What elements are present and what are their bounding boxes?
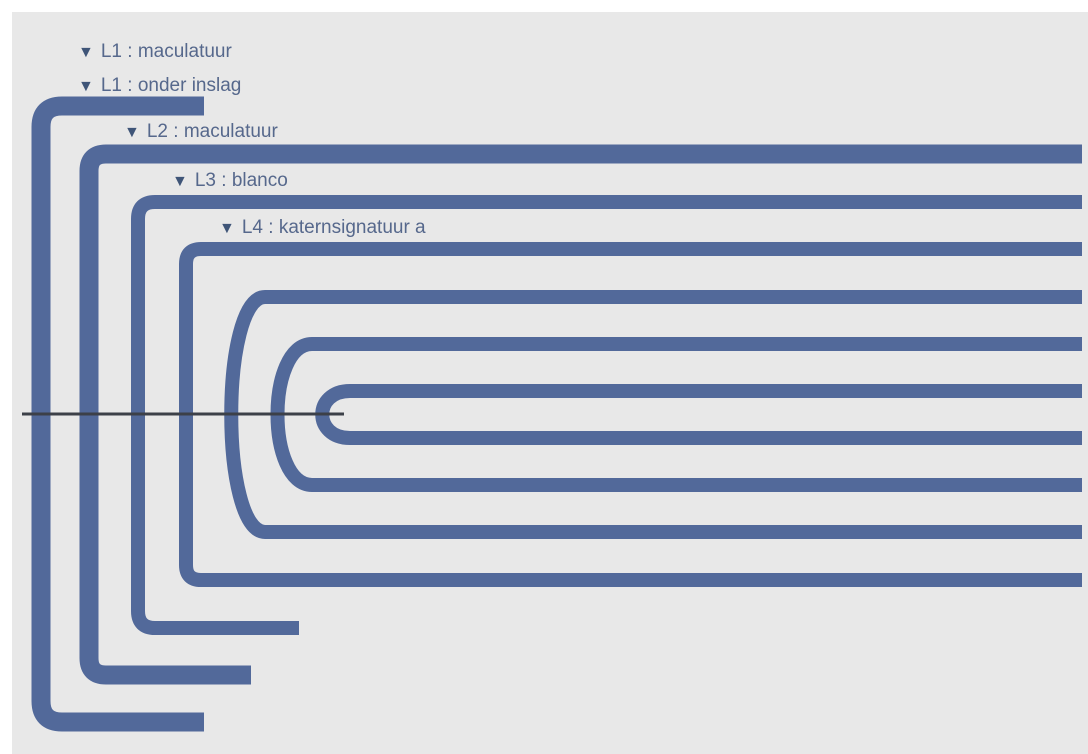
triangle-down-icon: ▼ xyxy=(78,44,94,61)
label-text: L1 : onder inslag xyxy=(100,75,242,96)
triangle-down-icon: ▼ xyxy=(78,78,94,95)
label-l2-maculatuur[interactable]: ▼ L2 : maculatuur xyxy=(124,121,278,144)
sheet-inner-2 xyxy=(270,337,1082,492)
label-text: L4 : katernsignatuur a xyxy=(241,217,426,238)
label-text: L2 : maculatuur xyxy=(146,121,278,142)
label-l1-onder-inslag[interactable]: ▼ L1 : onder inslag xyxy=(78,75,241,98)
label-text: L3 : blanco xyxy=(194,170,288,191)
sheet-inner-1 xyxy=(224,290,1082,539)
label-l1-maculatuur[interactable]: ▼ L1 : maculatuur xyxy=(78,41,232,64)
triangle-down-icon: ▼ xyxy=(172,173,188,190)
label-l3-blanco[interactable]: ▼ L3 : blanco xyxy=(172,170,288,193)
label-l4-katernsignatuur-a[interactable]: ▼ L4 : katernsignatuur a xyxy=(219,217,426,240)
label-text: L1 : maculatuur xyxy=(100,41,232,62)
triangle-down-icon: ▼ xyxy=(219,220,235,237)
sheet-inner-3-centre xyxy=(315,384,1082,445)
triangle-down-icon: ▼ xyxy=(124,124,140,141)
